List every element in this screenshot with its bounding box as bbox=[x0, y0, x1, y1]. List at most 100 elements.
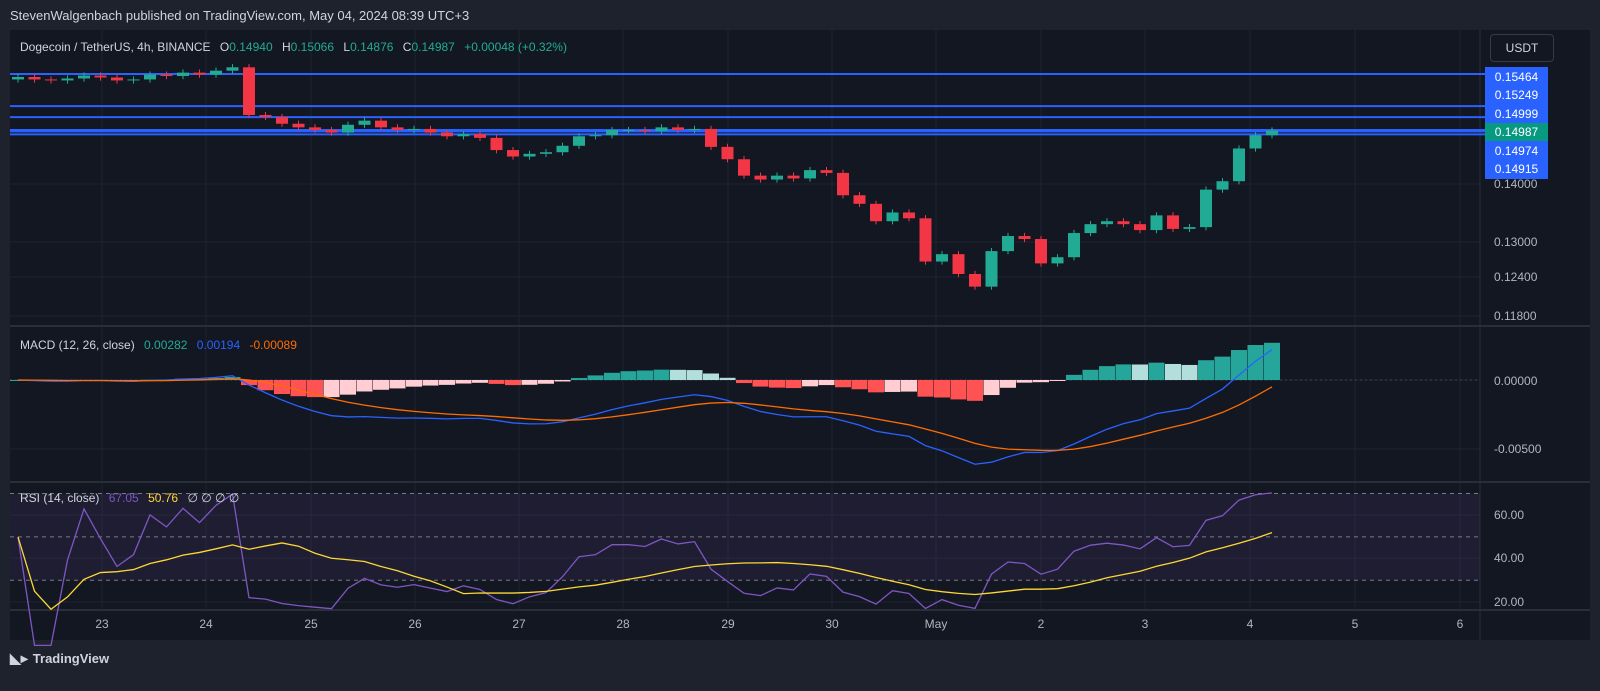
symbol-title[interactable]: Dogecoin / TetherUS, 4h, BINANCE bbox=[20, 40, 211, 54]
candle-up bbox=[1216, 181, 1229, 190]
macd-histogram-bar bbox=[769, 380, 785, 388]
candle-down bbox=[292, 123, 305, 128]
candle-up bbox=[144, 74, 156, 80]
candle-down bbox=[45, 79, 57, 81]
candle-up bbox=[210, 70, 222, 75]
signal-line bbox=[17, 378, 1273, 452]
current-price-label: 0.14987 bbox=[1485, 122, 1548, 142]
macd-histogram-bar bbox=[1148, 362, 1165, 380]
date-tick: 2 bbox=[1037, 617, 1045, 631]
candle-down bbox=[94, 75, 107, 78]
macd-histogram-bar bbox=[257, 380, 274, 391]
tradingview-logo[interactable]: ◣▸ TradingView bbox=[10, 650, 109, 667]
date-tick: 25 bbox=[304, 617, 318, 631]
macd-signal-value: -0.00089 bbox=[249, 338, 297, 352]
candle-up bbox=[1233, 148, 1245, 182]
macd-histogram-bar bbox=[1000, 380, 1016, 388]
rsi-title[interactable]: RSI (14, close) bbox=[20, 491, 100, 505]
candle-up bbox=[1150, 215, 1163, 231]
macd-histogram-bar bbox=[703, 373, 719, 380]
macd-histogram-bar bbox=[1247, 345, 1264, 380]
candle-down bbox=[1035, 239, 1047, 264]
candle-up bbox=[457, 134, 470, 137]
macd-histogram-bar bbox=[538, 380, 554, 384]
hline-price-label: 0.14999 bbox=[1485, 104, 1548, 123]
macd-histogram-bar bbox=[505, 380, 521, 386]
rsi-value: 67.05 bbox=[108, 491, 139, 505]
candle-up bbox=[556, 145, 569, 153]
macd-title[interactable]: MACD (12, 26, close) bbox=[20, 338, 135, 352]
macd-histogram-bar bbox=[983, 380, 1000, 396]
macd-histogram-bar bbox=[884, 380, 901, 392]
macd-histogram-bar bbox=[686, 370, 703, 380]
macd-histogram-bar bbox=[752, 380, 769, 387]
candle-up bbox=[688, 128, 701, 130]
candle-up bbox=[1183, 227, 1196, 229]
candle-down bbox=[424, 128, 437, 133]
macd-histogram-bar bbox=[868, 380, 884, 393]
candle-up bbox=[573, 136, 585, 146]
macd-tick: -0.00500 bbox=[1494, 442, 1542, 456]
macd-histogram-bar bbox=[389, 380, 406, 389]
candle-down bbox=[754, 175, 767, 180]
macd-histogram-bar bbox=[653, 369, 670, 380]
macd-histogram-bar bbox=[439, 380, 455, 385]
candle-up bbox=[1051, 257, 1064, 264]
candle-up bbox=[127, 79, 140, 81]
date-tick: 23 bbox=[95, 617, 109, 631]
hline-price-label: 0.14915 bbox=[1485, 159, 1548, 179]
macd-histogram-bar bbox=[670, 369, 686, 380]
macd-histogram-bar bbox=[422, 380, 439, 386]
candle-up bbox=[177, 72, 189, 77]
symbol-legend: Dogecoin / TetherUS, 4h, BINANCE O0.1494… bbox=[20, 40, 573, 54]
date-tick: 3 bbox=[1141, 617, 1149, 631]
candle-up bbox=[606, 129, 618, 136]
candle-up bbox=[1002, 236, 1014, 252]
candle-up bbox=[622, 129, 635, 131]
open-label: O bbox=[219, 40, 230, 54]
candle-up bbox=[523, 153, 536, 157]
candle-down bbox=[721, 146, 734, 160]
macd-histogram-bar bbox=[472, 380, 488, 383]
candle-down bbox=[903, 212, 915, 219]
date-tick: 29 bbox=[721, 617, 735, 631]
high-value: 0.15066 bbox=[290, 40, 335, 54]
open-value: 0.14940 bbox=[229, 40, 273, 54]
candle-up bbox=[1200, 189, 1212, 228]
logo-icon: ◣▸ bbox=[10, 650, 28, 666]
candle-up bbox=[886, 212, 899, 222]
macd-histogram-bar bbox=[736, 380, 752, 384]
macd-legend: MACD (12, 26, close) 0.00282 0.00194 -0.… bbox=[20, 338, 303, 352]
macd-histogram-bar bbox=[1132, 364, 1148, 380]
macd-line bbox=[17, 349, 1273, 465]
candle-down bbox=[474, 134, 486, 138]
macd-tick: 0.00000 bbox=[1494, 374, 1538, 388]
macd-histogram-bar bbox=[818, 380, 835, 386]
macd-histogram-bar bbox=[604, 372, 620, 380]
candle-up bbox=[1266, 130, 1278, 136]
macd-histogram-bar bbox=[373, 380, 389, 390]
candle-down bbox=[738, 159, 750, 176]
rsi-tick: 20.00 bbox=[1494, 595, 1525, 609]
candle-down bbox=[639, 129, 651, 132]
candle-up bbox=[985, 251, 998, 287]
candle-up bbox=[540, 152, 552, 154]
macd-histogram-bar bbox=[521, 380, 538, 385]
date-tick: 30 bbox=[825, 617, 839, 631]
date-tick: May bbox=[924, 617, 948, 631]
candle-up bbox=[226, 67, 239, 71]
macd-histogram-bar bbox=[851, 380, 868, 390]
rsi-tick: 60.00 bbox=[1494, 508, 1525, 522]
macd-histogram-bar bbox=[323, 380, 340, 398]
candle-down bbox=[28, 77, 41, 80]
rsi-ma-value: 50.76 bbox=[148, 491, 179, 505]
macd-hist-value: 0.00282 bbox=[144, 338, 188, 352]
macd-value: 0.00194 bbox=[196, 338, 241, 352]
candle-up bbox=[342, 124, 354, 133]
candle-down bbox=[507, 150, 519, 157]
candle-down bbox=[952, 254, 965, 274]
currency-button[interactable]: USDT bbox=[1490, 34, 1554, 62]
candle-down bbox=[243, 67, 255, 115]
macd-histogram-bar bbox=[917, 380, 934, 397]
